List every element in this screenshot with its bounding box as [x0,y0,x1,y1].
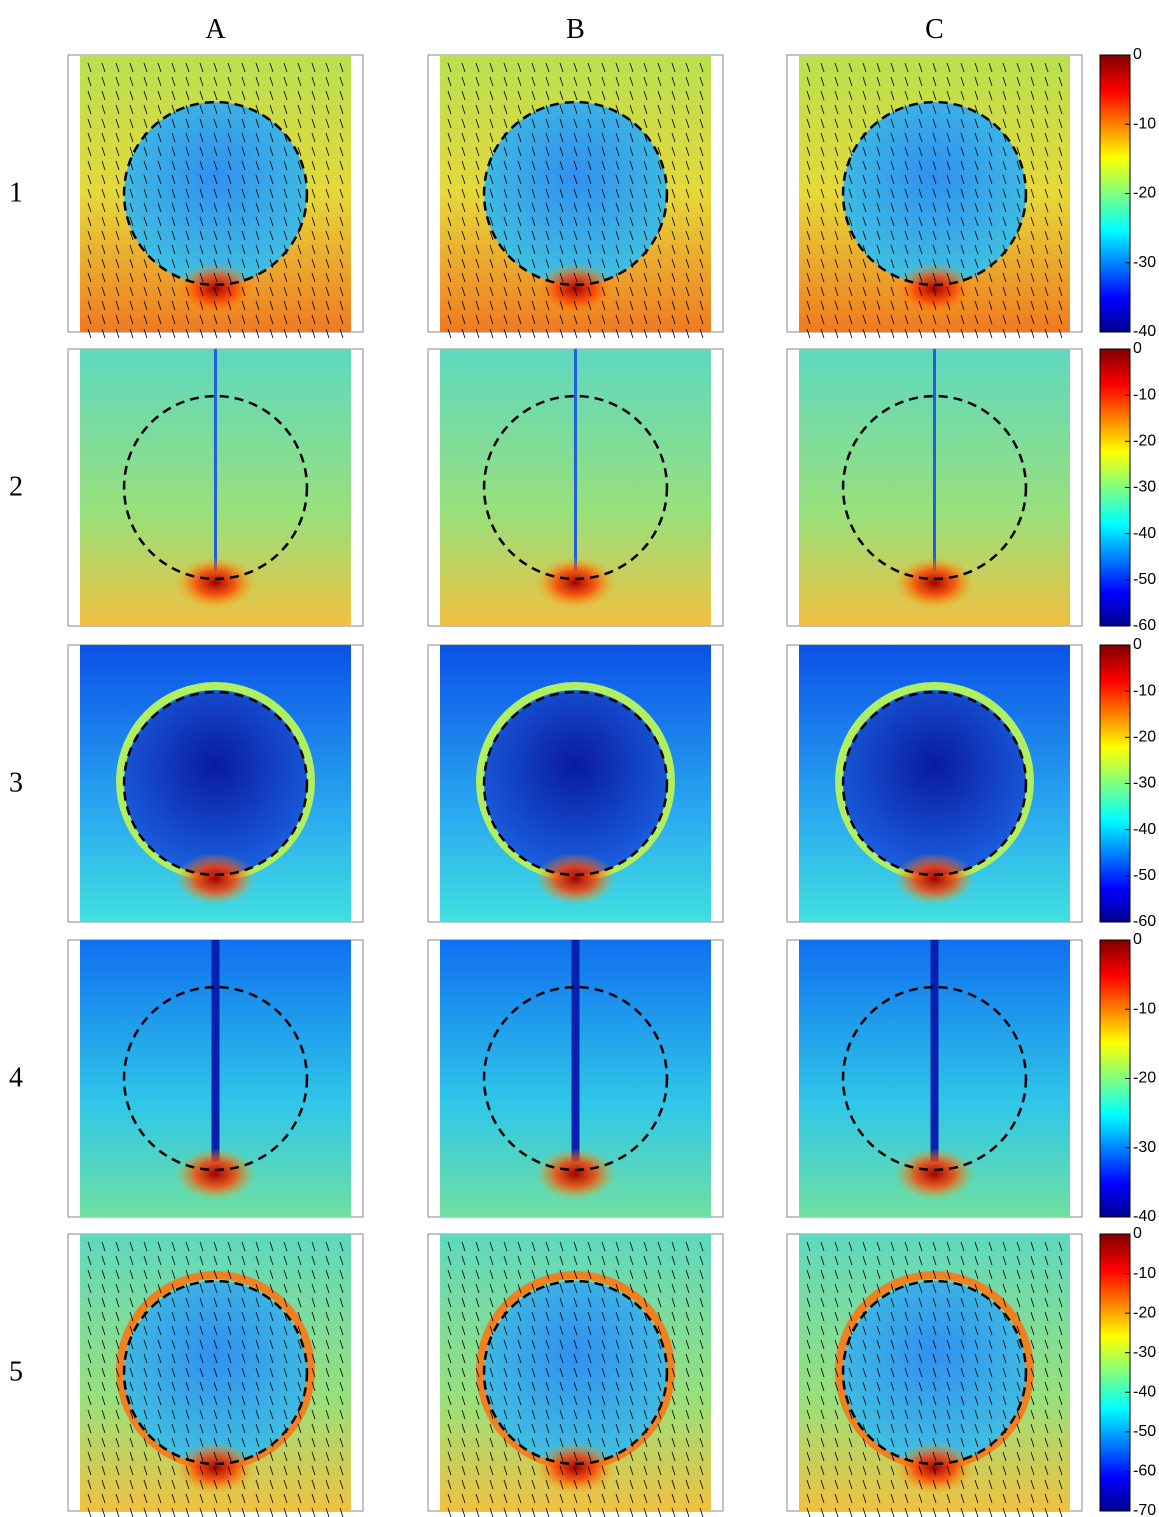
colorbar-tick-label: -20 [1133,1070,1156,1087]
row-label: 4 [9,1063,23,1094]
colorbar-tick-label: -40 [1133,1208,1156,1225]
colorbar-tick-label: -10 [1133,1000,1156,1017]
colorbar-tick-label: -20 [1133,433,1156,450]
row-label: 3 [9,768,23,799]
hot-spot [176,853,256,905]
hot-spot [176,1442,256,1494]
figure: ABC10-10-20-30-4020-10-20-30-40-50-6030-… [0,0,1159,1517]
colorbar-tick-label: -10 [1133,115,1156,132]
colorbar-tick-label: -70 [1133,1502,1156,1517]
colorbar-tick-label: -20 [1133,1304,1156,1321]
hot-spot [176,557,256,609]
field-panel [68,349,363,626]
hot-spot [176,263,256,315]
colorbar-tick-label: -50 [1133,867,1156,884]
field-panel [428,349,723,626]
hot-spot [895,263,975,315]
colorbar-tick-label: -30 [1133,1344,1156,1361]
colorbar-tick-label: 0 [1133,46,1142,63]
colorbar-tick-label: -30 [1133,254,1156,271]
colorbar-tick-label: -50 [1133,1423,1156,1440]
row-label: 5 [9,1357,23,1388]
colorbar [1100,1234,1130,1511]
hot-spot [536,853,616,905]
colorbar-tick-label: -40 [1133,323,1156,340]
hot-spot [895,1148,975,1200]
colorbar-tick-label: -30 [1133,775,1156,792]
hot-spot [895,853,975,905]
field-panel [68,645,363,922]
field-panel [787,349,1082,626]
colorbar-tick-label: -40 [1133,1384,1156,1401]
colorbar-tick-label: -10 [1133,386,1156,403]
colorbar-tick-label: -20 [1133,185,1156,202]
hot-spot [176,1148,256,1200]
field-panel [787,645,1082,922]
field-panel [68,55,363,338]
field-panel [428,55,723,338]
colorbar-tick-label: -50 [1133,571,1156,588]
colorbar-tick-label: -40 [1133,525,1156,542]
field-panel [787,1234,1082,1517]
field-panel [787,55,1082,338]
colorbar-tick-label: -60 [1133,1463,1156,1480]
column-label: A [205,14,226,45]
hot-spot [895,557,975,609]
hot-spot [536,557,616,609]
colorbar-tick-label: 0 [1133,340,1142,357]
colorbar-tick-label: 0 [1133,1225,1142,1242]
field-panel [787,940,1082,1217]
colorbar-tick-label: 0 [1133,931,1142,948]
hot-spot [536,1442,616,1494]
field-panel [428,1234,723,1517]
colorbar-tick-label: -10 [1133,1265,1156,1282]
colorbar-tick-label: -10 [1133,682,1156,699]
colorbar-tick-label: -40 [1133,821,1156,838]
column-label: B [566,14,585,45]
row-label: 1 [9,178,23,209]
hot-spot [895,1442,975,1494]
field-panel [68,1234,363,1517]
row-label: 2 [9,472,23,503]
colorbar-tick-label: 0 [1133,636,1142,653]
colorbar-tick-label: -30 [1133,479,1156,496]
colorbar-tick-label: -20 [1133,729,1156,746]
column-label: C [925,14,944,45]
colorbar-tick-label: -60 [1133,617,1156,634]
colorbar-tick-label: -60 [1133,913,1156,930]
field-panel [68,940,363,1217]
field-panel [428,940,723,1217]
hot-spot [536,263,616,315]
colorbar-tick-label: -30 [1133,1139,1156,1156]
hot-spot [536,1148,616,1200]
field-panel [428,645,723,922]
